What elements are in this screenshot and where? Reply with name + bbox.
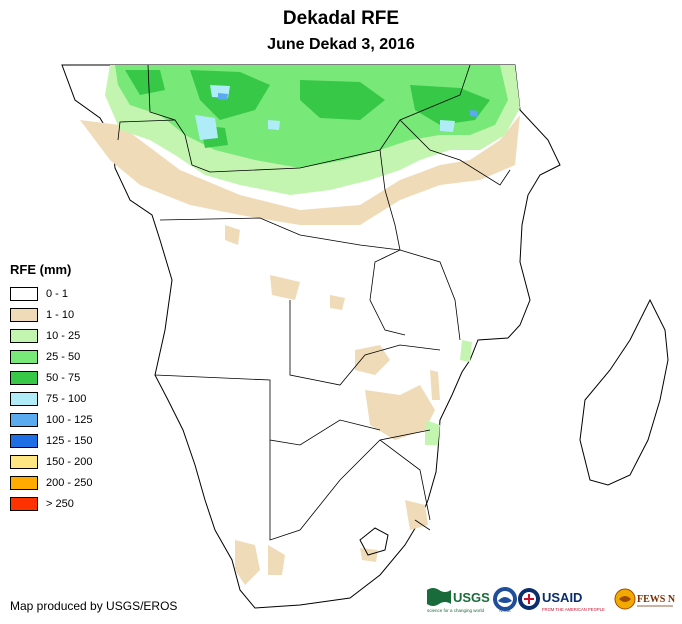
rfe-1-10-areas [80,115,520,585]
legend-title: RFE (mm) [10,262,72,277]
map-credit: Map produced by USGS/EROS [10,599,178,613]
legend-swatch [10,475,38,490]
legend-swatch [10,391,38,406]
usaid-logo: USAID FROM THE AMERICAN PEOPLE [518,588,605,612]
rfe-100-125-areas [218,93,478,117]
legend-item: 1 - 10 [10,304,92,325]
legend-item: > 250 [10,493,92,514]
legend-swatch [10,370,38,385]
usaid-tagline: FROM THE AMERICAN PEOPLE [542,607,605,612]
usgs-logo: USGS science for a changing world [427,588,490,613]
legend-swatch [10,433,38,448]
legend-label: 75 - 100 [46,392,87,405]
legend-item: 150 - 200 [10,451,92,472]
legend-swatch [10,496,38,511]
legend-swatch [10,349,38,364]
legend-item: 10 - 25 [10,325,92,346]
noaa-logo: NOAA [493,587,517,613]
legend-label: > 250 [46,497,74,510]
legend-label: 200 - 250 [46,476,93,489]
legend-label: 50 - 75 [46,371,81,384]
noaa-text: NOAA [499,608,511,613]
legend-swatch [10,286,38,301]
country-boundaries [117,64,511,541]
madagascar [579,298,669,486]
legend-swatch [10,412,38,427]
usgs-tagline: science for a changing world [427,608,485,613]
legend-label: 25 - 50 [46,350,81,363]
usaid-text: USAID [542,590,582,605]
legend: RFE (mm) 0 - 1 1 - 10 10 - 25 25 - 50 50… [10,262,92,514]
legend-item: 125 - 150 [10,430,92,451]
legend-item: 25 - 50 [10,346,92,367]
legend-item: 200 - 250 [10,472,92,493]
fewsnet-text: FEWS NET [637,594,675,605]
legend-item: 50 - 75 [10,367,92,388]
map-subtitle: June Dekad 3, 2016 [267,36,415,53]
legend-label: 100 - 125 [46,413,93,426]
legend-label: 1 - 10 [46,308,75,321]
legend-label: 125 - 150 [46,434,93,447]
legend-label: 10 - 25 [46,329,81,342]
map-title: Dekadal RFE [282,8,400,29]
legend-swatch [10,328,38,343]
legend-item: 75 - 100 [10,388,92,409]
usgs-text: USGS [453,590,490,605]
fewsnet-logo: FEWS NET [614,588,675,610]
legend-label: 0 - 1 [46,287,69,300]
legend-swatch [10,307,38,322]
legend-item: 0 - 1 [10,283,92,304]
legend-swatch [10,454,38,469]
legend-label: 150 - 200 [46,455,93,468]
lesotho [359,527,389,556]
legend-item: 100 - 125 [10,409,92,430]
partner-logos: USGS science for a changing world NOAA U… [427,587,675,613]
